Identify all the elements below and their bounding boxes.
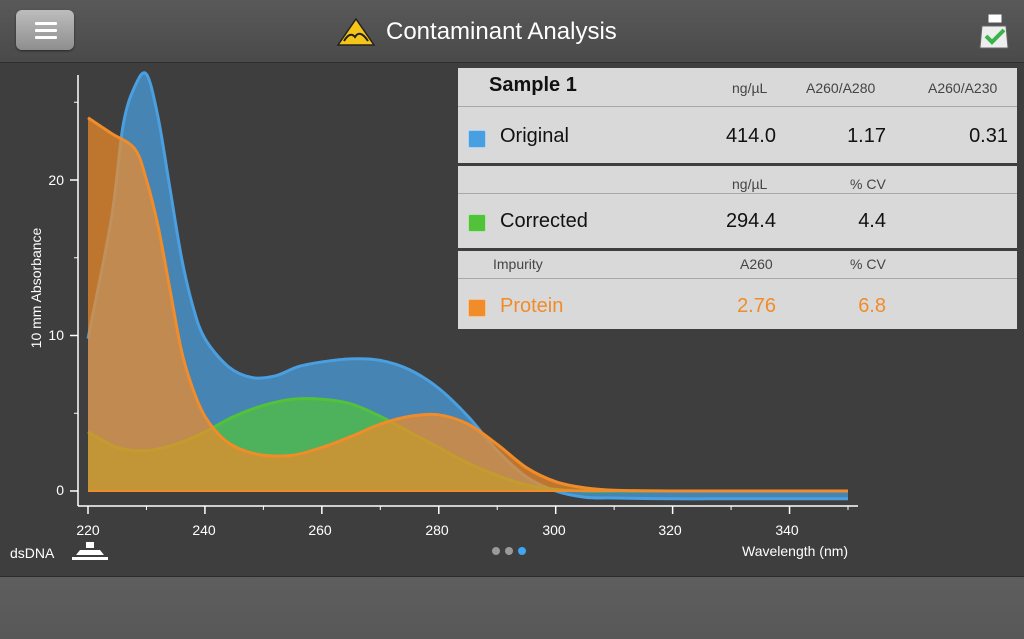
protein-swatch <box>468 299 486 317</box>
corrected-concentration: 294.4 <box>725 210 776 232</box>
column-header: ng/µL <box>732 176 768 192</box>
sample-check-icon[interactable] <box>976 12 1014 52</box>
page-dot[interactable] <box>505 547 513 555</box>
section-divider <box>458 248 1017 251</box>
column-header: % CV <box>850 176 886 192</box>
x-tick-label: 320 <box>658 522 682 538</box>
sample-name: Sample 1 <box>489 74 577 96</box>
column-header: A260/A280 <box>806 80 876 96</box>
protein-line <box>87 116 848 493</box>
corrected-swatch <box>468 214 486 232</box>
divider <box>458 193 1017 194</box>
original-swatch <box>468 130 486 148</box>
protein-area <box>88 117 848 492</box>
protein-label: Protein <box>500 295 564 317</box>
column-header: A260/A230 <box>928 80 998 96</box>
column-header: % CV <box>850 256 886 272</box>
divider <box>458 106 1017 107</box>
protein-cv: 6.8 <box>858 295 886 317</box>
corrected-label: Corrected <box>500 210 588 232</box>
pedestal-icon[interactable] <box>70 540 110 562</box>
section-divider <box>458 163 1017 166</box>
x-tick-label: 220 <box>76 522 100 538</box>
x-tick-label: 260 <box>308 522 332 538</box>
column-header: Impurity <box>493 256 543 272</box>
y-tick-label: 10 <box>48 327 64 343</box>
divider <box>458 278 1017 279</box>
original-concentration: 414.0 <box>725 125 776 147</box>
absorbance-chart <box>70 71 858 514</box>
corrected-cv: 4.4 <box>858 210 886 232</box>
x-tick-label: 300 <box>542 522 566 538</box>
y-tick-label: 0 <box>56 482 64 498</box>
column-header: A260 <box>740 256 773 272</box>
page-dot-active[interactable] <box>518 547 526 555</box>
x-tick-label: 240 <box>192 522 216 538</box>
mode-label: dsDNA <box>10 545 55 561</box>
original-a260-a230: 0.31 <box>969 125 1008 147</box>
bottom-bar <box>0 576 1024 639</box>
title-area: Contaminant Analysis <box>336 14 617 50</box>
y-axis-label: 10 mm Absorbance <box>28 227 44 349</box>
x-axis-label: Wavelength (nm) <box>742 543 849 559</box>
app-header: Contaminant Analysis <box>0 0 1024 63</box>
results-table: Sample 1 ng/µL A260/A280 A260/A230 Origi… <box>458 68 1017 329</box>
x-tick-label: 340 <box>775 522 799 538</box>
y-tick-label: 20 <box>48 172 64 188</box>
original-area <box>88 72 848 499</box>
page-indicator[interactable] <box>492 547 526 555</box>
protein-a260: 2.76 <box>737 295 776 317</box>
original-label: Original <box>500 125 569 147</box>
warning-triangle-icon <box>336 17 376 46</box>
page-dot[interactable] <box>492 547 500 555</box>
hamburger-menu-icon[interactable] <box>16 10 74 50</box>
x-tick-label: 280 <box>425 522 449 538</box>
original-a260-a280: 1.17 <box>847 125 886 147</box>
original-line <box>86 71 848 501</box>
page-title: Contaminant Analysis <box>386 18 617 45</box>
column-header: ng/µL <box>732 80 768 96</box>
